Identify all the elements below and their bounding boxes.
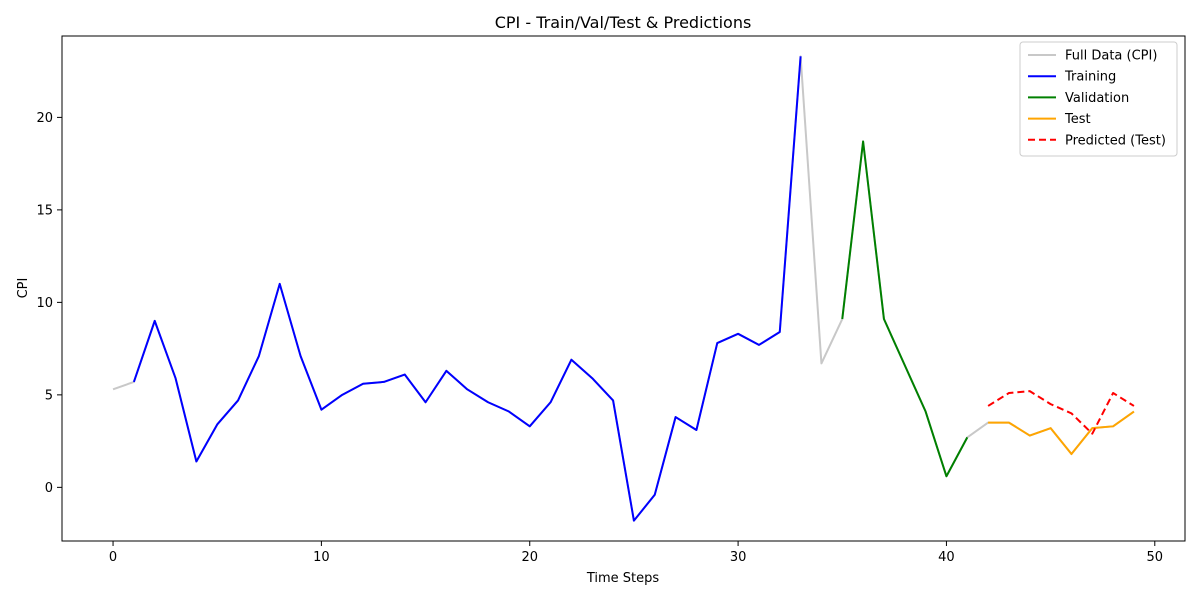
x-tick-label: 40 [938,550,955,565]
legend-label: Training [1064,70,1116,85]
x-tick-label: 10 [313,550,330,565]
axis-ticks: 0 10 20 30 40 50 0 5 10 15 20 [36,111,1163,565]
legend-label: Predicted (Test) [1065,133,1166,148]
x-tick-label: 30 [730,550,747,565]
x-tick-label: 20 [521,550,538,565]
plot-frame [61,35,1186,542]
y-tick-label: 20 [36,111,53,126]
x-tick-label: 50 [1147,550,1164,565]
y-tick-label: 10 [36,296,53,311]
legend-label: Full Data (CPI) [1065,49,1157,64]
legend-box [1019,41,1178,157]
plot-area [112,55,1135,522]
series-line-3 [988,410,1135,456]
legend-label: Validation [1065,91,1129,106]
series-line-2 [841,140,969,478]
series-line-0 [112,55,1135,522]
y-axis-label: CPI [16,278,31,299]
x-axis-label: Time Steps [586,571,660,586]
y-tick-label: 5 [45,388,53,403]
series-line-1 [132,56,802,522]
y-tick-label: 15 [36,203,53,218]
y-tick-label: 0 [45,481,53,496]
chart-title: CPI - Train/Val/Test & Predictions [495,13,752,32]
x-tick-label: 0 [109,550,117,565]
series-line-4 [987,390,1135,435]
legend: Full Data (CPI) Training Validation Test Pre… [1019,41,1178,157]
legend-label: Test [1064,112,1091,127]
